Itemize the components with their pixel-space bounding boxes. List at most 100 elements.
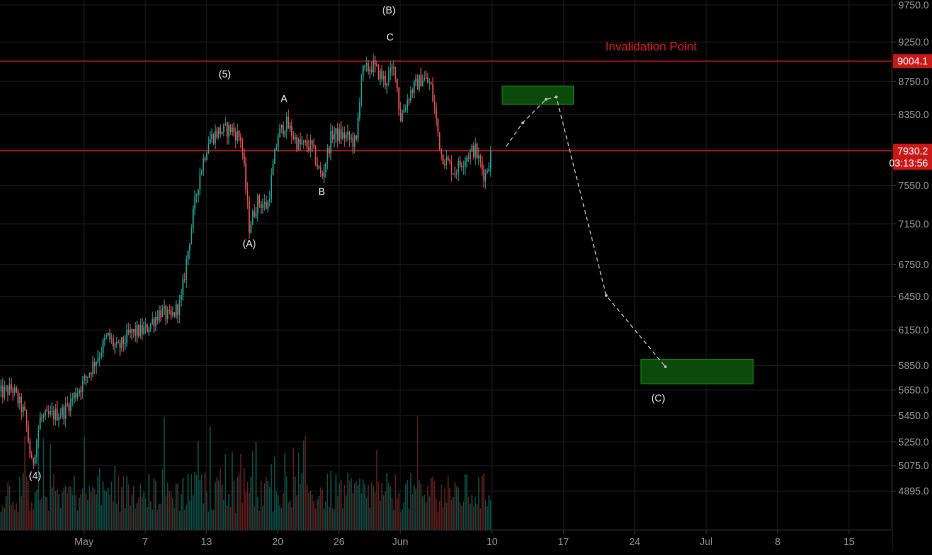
- candle-body: [376, 64, 378, 66]
- volume-bar: [279, 505, 281, 530]
- candle-body: [82, 380, 84, 392]
- volume-bar: [144, 497, 147, 530]
- candle-body: [314, 146, 317, 165]
- volume-bar: [447, 475, 449, 530]
- volume-bar: [180, 494, 182, 530]
- volume-bar: [82, 488, 84, 530]
- volume-bar: [357, 484, 359, 530]
- candle-body: [182, 279, 184, 295]
- candle-body: [131, 329, 133, 333]
- volume-bar: [280, 507, 283, 530]
- volume-bar: [155, 481, 157, 530]
- volume-bar: [117, 475, 119, 530]
- candle-body: [277, 137, 279, 147]
- volume-bar: [289, 500, 291, 530]
- candle-body: [20, 396, 23, 413]
- volume-bar: [320, 487, 322, 530]
- candle-body: [195, 195, 198, 197]
- volume-bar: [131, 494, 133, 530]
- volume-bar: [8, 486, 11, 530]
- candle-body: [449, 160, 451, 162]
- volume-bar: [252, 451, 254, 530]
- price-tick-label: 7150.0: [898, 219, 929, 230]
- candle-body: [296, 137, 298, 150]
- candle-body: [364, 65, 366, 67]
- volume-bar: [326, 474, 329, 530]
- candle-body: [299, 139, 301, 144]
- volume-bar: [286, 476, 288, 530]
- candle-body: [442, 154, 444, 165]
- candle-body: [231, 127, 233, 133]
- volume-bar: [348, 480, 351, 530]
- volume-bar: [401, 509, 403, 530]
- candle-body: [56, 408, 58, 421]
- volume-bar: [126, 476, 128, 530]
- candle-body: [44, 410, 46, 416]
- candle-body: [90, 373, 92, 375]
- candle-body: [73, 392, 75, 399]
- candle-body: [252, 210, 254, 225]
- candle-body: [214, 131, 216, 144]
- candle-body: [65, 403, 67, 419]
- candle-body: [362, 65, 364, 76]
- invalidation-badge[interactable]: [893, 54, 932, 69]
- volume-bar: [347, 472, 349, 530]
- candle-body: [202, 158, 204, 171]
- target-zone-top[interactable]: [501, 85, 575, 105]
- volume-bar: [255, 441, 257, 530]
- candle-body: [173, 312, 176, 317]
- volume-bar: [325, 501, 327, 530]
- volume-bar: [474, 497, 476, 530]
- candle-body: [422, 80, 424, 87]
- price-axis[interactable]: 9750.09250.08750.08350.07950.07550.07150…: [889, 0, 932, 550]
- time-tick-label: 7: [142, 537, 148, 548]
- candle-body: [167, 309, 169, 320]
- candle-body: [129, 329, 131, 333]
- volume-bar: [53, 473, 55, 530]
- volume-bar: [73, 475, 75, 530]
- candle-body: [357, 117, 359, 139]
- candle-body: [177, 304, 179, 315]
- candle-body: [245, 163, 247, 190]
- candle-body: [481, 162, 483, 170]
- candle-body: [303, 140, 305, 144]
- projection-line[interactable]: [505, 96, 666, 368]
- volume-bar: [410, 473, 412, 530]
- candle-body: [416, 78, 419, 90]
- volume-bar: [311, 494, 313, 530]
- candle-body: [328, 148, 330, 154]
- price-tick-label: 7550.0: [898, 181, 929, 192]
- volume-bar: [413, 485, 415, 530]
- volume-bar: [405, 483, 407, 530]
- candle-body: [107, 332, 109, 336]
- candle-body: [80, 390, 82, 392]
- volume-bar: [25, 476, 28, 530]
- volume-bar: [265, 476, 267, 530]
- candle-body: [484, 172, 487, 181]
- candle-body: [161, 308, 164, 318]
- volume-bar: [167, 482, 169, 530]
- horizontal-lines[interactable]: [0, 60, 892, 152]
- projection-path[interactable]: [505, 95, 667, 369]
- current-price-badge[interactable]: [893, 143, 932, 170]
- volume-bar: [415, 488, 417, 530]
- candle-body: [85, 376, 87, 378]
- volume-bar: [243, 468, 245, 530]
- candle-body: [325, 163, 327, 172]
- volume-bar: [275, 491, 278, 530]
- projection-point: [554, 95, 558, 99]
- candle-body: [144, 324, 147, 328]
- volume-bar: [398, 493, 400, 530]
- candle-body: [372, 60, 374, 73]
- target-zone-c[interactable]: [640, 358, 754, 385]
- candle-body: [95, 361, 97, 367]
- volume-bar: [223, 499, 225, 530]
- target-zones[interactable]: [501, 85, 754, 385]
- candle-body: [393, 66, 395, 69]
- candle-body: [381, 70, 383, 80]
- time-axis[interactable]: May 7 13 20 26 Jun 10 17 24 Jul 8 15: [0, 529, 892, 550]
- candle-body: [359, 102, 361, 118]
- volume-bar: [433, 480, 436, 530]
